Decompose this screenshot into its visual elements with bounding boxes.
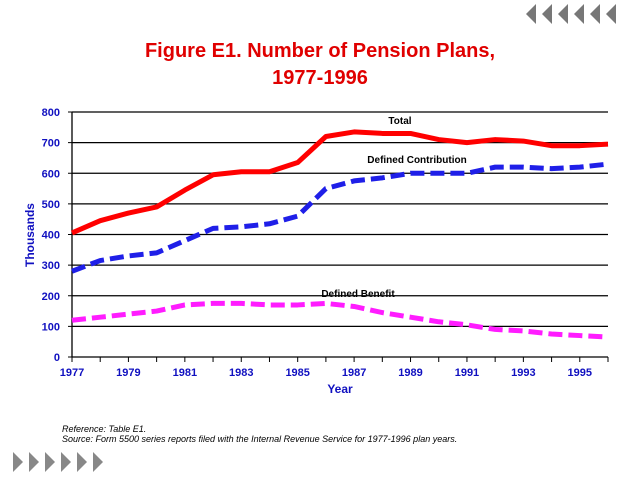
series-line-total	[71, 129, 609, 236]
y-tick-label: 100	[42, 321, 60, 333]
x-tick-label: 1983	[229, 367, 253, 379]
forward-arrow-icon[interactable]	[45, 452, 55, 472]
forward-arrow-icon[interactable]	[61, 452, 71, 472]
series-line-defined-benefit	[71, 300, 609, 340]
back-arrow-icon[interactable]	[558, 4, 568, 24]
back-arrow-icon[interactable]	[574, 4, 584, 24]
back-arrow-icon[interactable]	[590, 4, 600, 24]
source-note: Source: Form 5500 series reports filed w…	[62, 434, 458, 444]
series-label: Total	[388, 116, 411, 127]
x-tick-label: 1987	[342, 367, 366, 379]
y-tick-label: 0	[54, 352, 60, 364]
x-tick-label: 1993	[511, 367, 535, 379]
y-tick-label: 200	[42, 291, 60, 303]
x-tick-label: 1991	[455, 367, 479, 379]
x-axis-label: Year	[327, 382, 353, 396]
forward-nav[interactable]	[13, 452, 103, 472]
y-axis-label: Thousands	[23, 203, 37, 267]
footnote: Reference: Table E1. Source: Form 5500 s…	[62, 424, 457, 444]
y-tick-label: 700	[42, 138, 60, 150]
forward-arrow-icon[interactable]	[93, 452, 103, 472]
x-tick-label: 1981	[173, 367, 197, 379]
title-line-2: 1977-1996	[272, 67, 368, 89]
back-arrow-icon[interactable]	[526, 4, 536, 24]
y-tick-label: 500	[42, 199, 60, 211]
reference-note: Reference: Table E1.	[62, 424, 147, 434]
forward-arrow-icon[interactable]	[29, 452, 39, 472]
x-tick-label: 1979	[116, 367, 140, 379]
series-label: Defined Benefit	[321, 289, 395, 300]
forward-arrow-icon[interactable]	[13, 452, 23, 472]
y-tick-label: 300	[42, 260, 60, 272]
back-arrow-icon[interactable]	[542, 4, 552, 24]
forward-arrow-icon[interactable]	[77, 452, 87, 472]
chart-title: Figure E1. Number of Pension Plans, 1977-…	[0, 38, 640, 92]
y-tick-label: 600	[42, 168, 60, 180]
title-line-1: Figure E1. Number of Pension Plans,	[144, 40, 496, 62]
y-tick-label: 400	[42, 230, 60, 242]
back-nav[interactable]	[526, 4, 616, 24]
series-label: Defined Contribution	[367, 155, 466, 166]
x-tick-label: 1995	[568, 367, 592, 379]
x-tick-label: 1985	[285, 367, 309, 379]
x-tick-label: 1989	[398, 367, 422, 379]
back-arrow-icon[interactable]	[606, 4, 616, 24]
x-tick-label: 1977	[60, 367, 84, 379]
series-line-defined-contribution	[71, 161, 609, 274]
y-tick-label: 800	[42, 107, 60, 119]
